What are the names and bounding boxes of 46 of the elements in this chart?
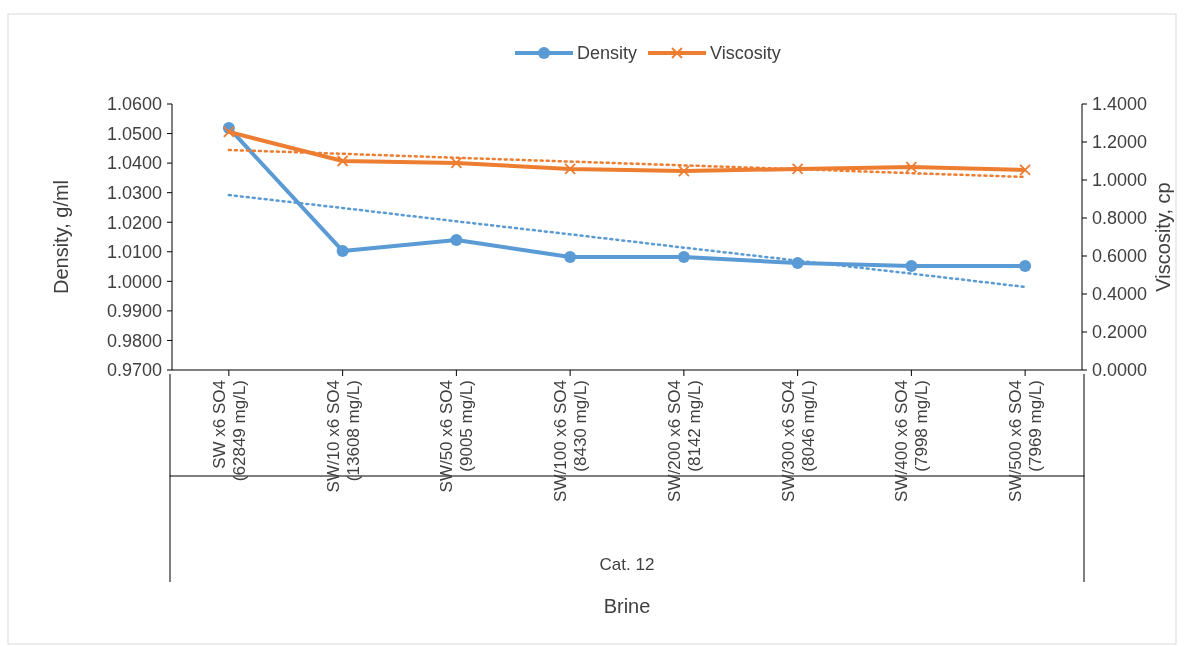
point: [791, 163, 804, 175]
point: [564, 251, 577, 264]
y-tick-label: 1.0600: [106, 94, 162, 115]
point: [222, 126, 235, 138]
x-tick-label: SW/400 x6 SO4 (7998 mg/L): [892, 380, 932, 502]
x-tick-label: SW/300 x6 SO4 (8046 mg/L): [778, 380, 818, 502]
text: Cat. 12: [599, 555, 655, 574]
y2-tick-label: 1.4000: [1092, 94, 1148, 115]
x-tick-label: SW x6 SO4 (62849 mg/L): [209, 380, 249, 482]
point: [905, 161, 918, 173]
y-tick-label: 0.9900: [106, 301, 162, 322]
point: [450, 157, 463, 169]
x-axis-title: Brine: [603, 595, 651, 617]
x-tick-label: SW/100 x6 SO4 (8430 mg/L): [551, 380, 591, 502]
y2-tick-label: 0.6000: [1092, 246, 1148, 267]
y-tick-label: 1.0200: [106, 212, 162, 233]
x-tick-label: SW/50 x6 SO4 (9005 mg/L): [437, 380, 477, 493]
point: [905, 259, 918, 272]
x-tick-label: SW/200 x6 SO4 (8142 mg/L): [664, 380, 704, 502]
y2-tick-label: 0.8000: [1092, 208, 1148, 229]
point: [1019, 164, 1032, 176]
point: [336, 155, 349, 167]
y-axis-title: Density, g/ml: [50, 179, 72, 295]
y-tick-label: 0.9800: [106, 330, 162, 351]
y2-tick-label: 0.4000: [1092, 284, 1148, 305]
point: [1019, 259, 1032, 272]
point: [564, 163, 577, 175]
y2-tick-label: 1.2000: [1092, 132, 1148, 153]
point: [677, 251, 690, 264]
y2-tick-label: 1.0000: [1092, 170, 1148, 191]
y-tick-label: 0.9700: [106, 360, 162, 381]
legend-label: Viscosity: [710, 43, 781, 64]
point: [336, 244, 349, 257]
x-tick-label: SW/10 x6 SO4 (13608 mg/L): [323, 380, 363, 493]
x-tick-label: SW/500 x6 SO4 (7969 mg/L): [1006, 380, 1046, 502]
point: [450, 233, 463, 246]
legend-label: Density: [577, 43, 638, 64]
y-tick-label: 1.0000: [106, 271, 162, 292]
y-tick-label: 1.0500: [106, 123, 162, 144]
y2-axis-title: Viscosity, cp: [1152, 182, 1174, 292]
y-tick-label: 1.0400: [106, 153, 162, 174]
y-tick-label: 1.0300: [106, 182, 162, 203]
point: [677, 165, 690, 177]
y-tick-label: 1.0100: [106, 242, 162, 263]
y2-tick-label: 0.0000: [1092, 360, 1148, 381]
y2-tick-label: 0.2000: [1092, 322, 1148, 343]
